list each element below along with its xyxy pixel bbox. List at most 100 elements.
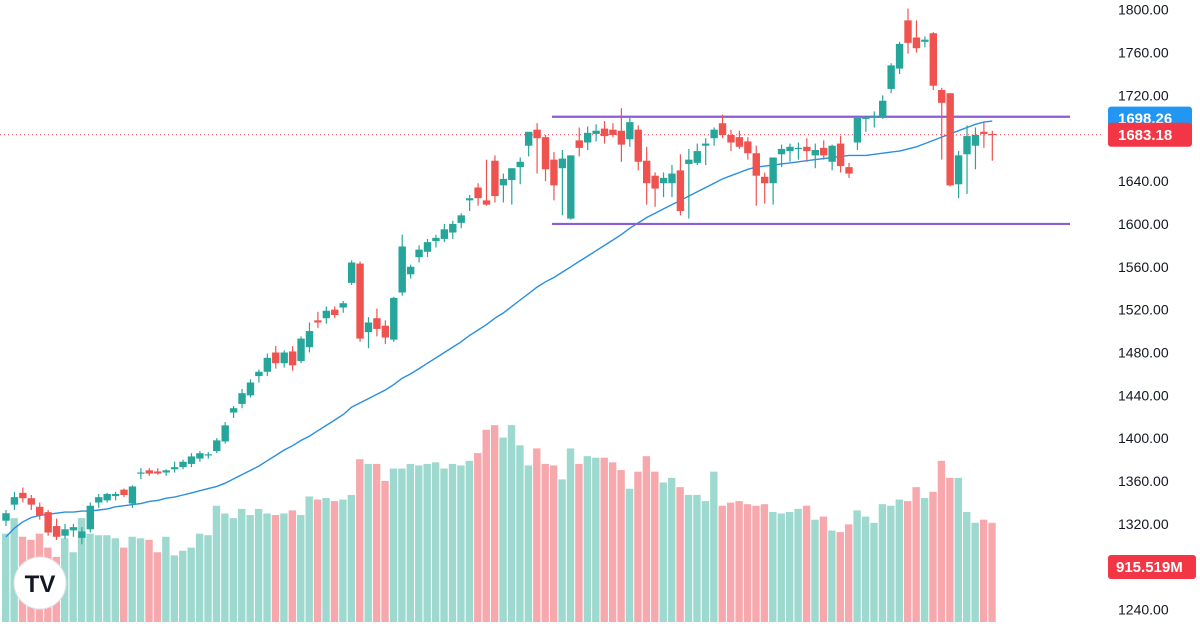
candle[interactable] xyxy=(196,451,204,462)
candle[interactable] xyxy=(406,264,415,279)
candle[interactable] xyxy=(980,122,988,148)
candle[interactable] xyxy=(769,157,777,205)
candle[interactable] xyxy=(356,261,364,342)
candle[interactable] xyxy=(912,20,921,53)
candle[interactable] xyxy=(626,117,634,147)
candle[interactable] xyxy=(895,41,904,74)
candle[interactable] xyxy=(314,311,322,328)
candle[interactable] xyxy=(567,155,575,220)
candle[interactable] xyxy=(609,123,617,138)
candle[interactable] xyxy=(659,172,668,198)
candle[interactable] xyxy=(255,369,263,383)
candle[interactable] xyxy=(820,140,828,160)
candle[interactable] xyxy=(272,346,280,369)
candle[interactable] xyxy=(845,162,853,178)
candle[interactable] xyxy=(432,234,440,248)
price-axis[interactable]: 1240.001280.001320.001360.001400.001440.… xyxy=(1104,0,1200,630)
candle[interactable] xyxy=(390,296,398,342)
candle[interactable] xyxy=(853,115,862,150)
candle[interactable] xyxy=(423,238,432,258)
candle[interactable] xyxy=(415,245,423,263)
candle[interactable] xyxy=(474,183,482,206)
candle[interactable] xyxy=(238,388,246,409)
candle[interactable] xyxy=(373,308,381,337)
candle[interactable] xyxy=(2,510,10,527)
candle[interactable] xyxy=(541,135,550,182)
candle[interactable] xyxy=(331,306,339,319)
candle[interactable] xyxy=(904,8,912,54)
candle[interactable] xyxy=(508,168,516,205)
candle[interactable] xyxy=(592,124,600,142)
candle[interactable] xyxy=(499,173,508,203)
candle[interactable] xyxy=(558,150,567,216)
candle[interactable] xyxy=(457,213,465,229)
candle[interactable] xyxy=(36,502,44,520)
candle[interactable] xyxy=(398,234,406,296)
candle[interactable] xyxy=(10,491,19,510)
candle[interactable] xyxy=(642,146,651,205)
candle[interactable] xyxy=(575,127,583,157)
candle[interactable] xyxy=(69,523,78,537)
candle[interactable] xyxy=(381,320,390,344)
candle[interactable] xyxy=(162,469,170,476)
candle[interactable] xyxy=(179,459,187,470)
tradingview-logo[interactable]: TV xyxy=(13,556,67,610)
candle[interactable] xyxy=(364,317,373,349)
candle[interactable] xyxy=(761,172,769,204)
candle[interactable] xyxy=(744,137,752,160)
candle[interactable] xyxy=(634,125,642,171)
candle[interactable] xyxy=(86,502,94,533)
candle[interactable] xyxy=(305,322,314,353)
candle[interactable] xyxy=(27,495,35,510)
candle[interactable] xyxy=(61,523,69,539)
candle[interactable] xyxy=(583,126,592,150)
candle[interactable] xyxy=(482,159,491,206)
candle[interactable] xyxy=(727,129,735,152)
candle[interactable] xyxy=(954,151,963,199)
candle[interactable] xyxy=(550,152,558,201)
candle[interactable] xyxy=(154,468,162,475)
candle[interactable] xyxy=(103,492,111,503)
candle[interactable] xyxy=(246,379,255,398)
candle[interactable] xyxy=(617,108,626,162)
candle[interactable] xyxy=(533,123,541,174)
candle[interactable] xyxy=(52,518,61,540)
candle[interactable] xyxy=(347,260,356,285)
candle[interactable] xyxy=(465,195,474,212)
candle[interactable] xyxy=(288,346,297,371)
candle[interactable] xyxy=(95,493,103,508)
candle[interactable] xyxy=(280,350,288,368)
candle[interactable] xyxy=(735,130,744,149)
candle[interactable] xyxy=(524,131,533,157)
candle[interactable] xyxy=(213,438,221,454)
candle[interactable] xyxy=(693,143,701,165)
candle[interactable] xyxy=(701,138,710,165)
candle[interactable] xyxy=(449,220,457,239)
candle[interactable] xyxy=(44,510,52,536)
candle[interactable] xyxy=(963,125,971,194)
candle[interactable] xyxy=(988,130,997,161)
candle[interactable] xyxy=(938,87,946,160)
candle[interactable] xyxy=(752,145,760,206)
candle[interactable] xyxy=(440,223,449,243)
candle[interactable] xyxy=(786,143,794,162)
candle[interactable] xyxy=(887,63,895,94)
candle[interactable] xyxy=(137,468,145,479)
channel-lines[interactable] xyxy=(552,115,1070,226)
candle[interactable] xyxy=(710,127,718,146)
candle[interactable] xyxy=(676,154,685,216)
candle[interactable] xyxy=(229,406,238,418)
candle[interactable] xyxy=(685,148,693,219)
candle[interactable] xyxy=(836,136,845,173)
candle[interactable] xyxy=(870,111,878,128)
candle[interactable] xyxy=(600,121,609,144)
candle[interactable] xyxy=(794,142,803,160)
candle[interactable] xyxy=(111,491,120,501)
candle[interactable] xyxy=(221,422,229,444)
candle[interactable] xyxy=(297,336,305,364)
candle[interactable] xyxy=(120,488,128,498)
candle[interactable] xyxy=(929,32,937,90)
candle[interactable] xyxy=(187,453,196,468)
candle[interactable] xyxy=(204,452,213,459)
